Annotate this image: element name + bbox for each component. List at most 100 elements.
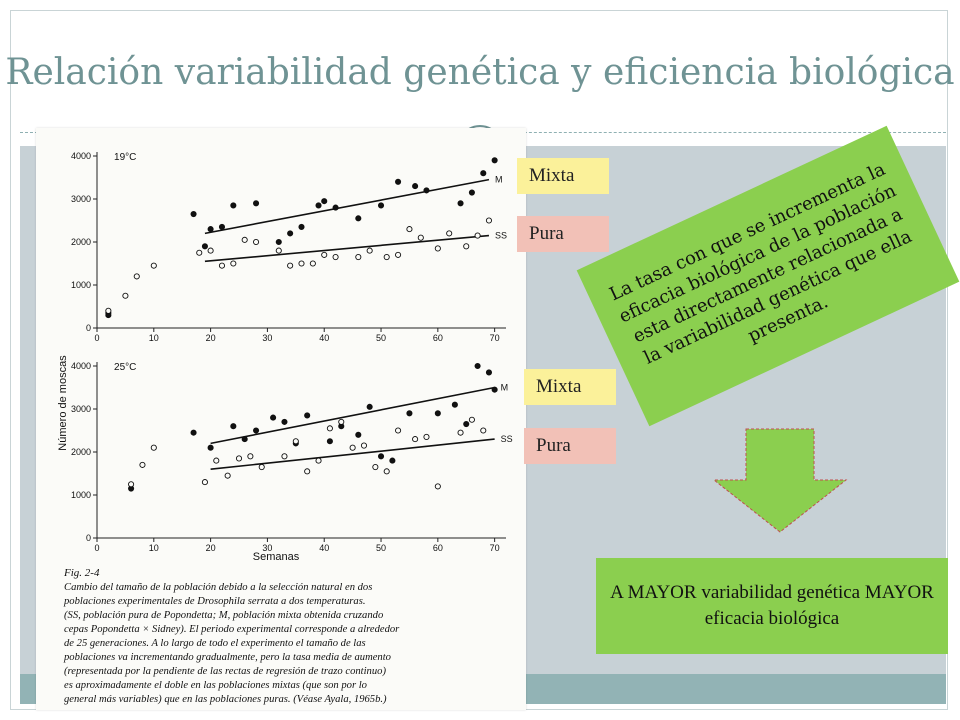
figure-label: Fig. 2-4 bbox=[63, 567, 100, 579]
data-point-ss bbox=[474, 232, 481, 239]
y-tick-label: 1000 bbox=[71, 280, 91, 290]
data-point-m bbox=[395, 178, 402, 185]
data-point-m bbox=[326, 438, 333, 445]
data-point-ss bbox=[213, 457, 220, 464]
data-point-m bbox=[287, 230, 294, 237]
data-point-m bbox=[190, 429, 197, 436]
y-tick-label: 0 bbox=[86, 533, 91, 543]
series-label-ss: SS bbox=[501, 434, 513, 444]
x-tick-label: 70 bbox=[490, 543, 500, 553]
data-point-m bbox=[270, 414, 277, 421]
data-point-ss bbox=[485, 217, 493, 224]
x-tick-label: 30 bbox=[262, 543, 272, 553]
y-axis-label: Número de moscas bbox=[57, 355, 69, 451]
data-point-m bbox=[423, 187, 430, 194]
data-point-ss bbox=[287, 262, 294, 269]
data-point-ss bbox=[446, 230, 453, 237]
data-point-m bbox=[253, 427, 260, 434]
data-point-ss bbox=[258, 463, 265, 471]
x-tick-label: 40 bbox=[319, 333, 329, 343]
x-tick-label: 0 bbox=[94, 543, 99, 553]
data-point-m bbox=[412, 183, 419, 190]
y-tick-label: 4000 bbox=[71, 361, 91, 371]
data-point-m bbox=[275, 238, 282, 246]
data-point-m bbox=[468, 189, 475, 196]
regression-line-ss bbox=[210, 438, 495, 470]
data-point-m bbox=[355, 431, 362, 438]
data-point-m bbox=[377, 202, 385, 209]
conclusion-text: A MAYOR variabilidad genética MAYOR efic… bbox=[610, 582, 934, 629]
data-point-m bbox=[218, 223, 226, 230]
x-tick-label: 30 bbox=[262, 333, 272, 343]
series-label-ss: SS bbox=[495, 231, 507, 241]
data-point-ss bbox=[230, 260, 237, 267]
data-point-ss bbox=[241, 236, 248, 243]
data-point-ss bbox=[395, 427, 402, 434]
data-point-m bbox=[230, 202, 237, 209]
data-point-m bbox=[298, 223, 305, 230]
data-point-m bbox=[355, 215, 362, 222]
data-point-ss bbox=[463, 243, 470, 250]
x-tick-label: 20 bbox=[206, 543, 216, 553]
data-point-m bbox=[485, 369, 493, 376]
pura-label-bottom: Pura bbox=[524, 428, 616, 464]
panel-19c: 0 1000 2000 3000 4000 0 10 20 30 40 50 60 70 19°C M SS bbox=[71, 151, 507, 343]
data-point-ss bbox=[338, 418, 345, 425]
data-point-ss bbox=[383, 254, 390, 261]
data-point-ss bbox=[434, 245, 441, 252]
data-point-m bbox=[451, 401, 458, 408]
regression-line-ss bbox=[204, 234, 490, 263]
scanned-figure: 0 1000 2000 3000 4000 0 10 20 30 40 50 60 70 19°C M SS … bbox=[36, 128, 526, 710]
data-point-m bbox=[332, 204, 339, 211]
data-point-ss bbox=[201, 479, 208, 486]
data-point-ss bbox=[383, 468, 390, 475]
data-point-ss bbox=[235, 455, 243, 462]
data-point-ss bbox=[139, 461, 146, 468]
x-tick-label: 10 bbox=[149, 543, 159, 553]
y-tick-label: 3000 bbox=[71, 194, 91, 204]
down-arrow-icon bbox=[712, 428, 848, 533]
caption-line: poblaciones experimentales de Drosophila… bbox=[63, 596, 366, 607]
data-point-m bbox=[207, 444, 214, 451]
data-point-ss bbox=[457, 429, 464, 436]
caption-line: de 25 generaciones. A lo largo de todo e… bbox=[64, 638, 366, 649]
data-point-ss bbox=[395, 251, 402, 258]
caption-line: poblaciones va incrementando gradualment… bbox=[63, 652, 391, 663]
data-point-m bbox=[230, 423, 237, 430]
caption-line: general más variables) que en las poblac… bbox=[64, 694, 387, 705]
y-tick-label: 3000 bbox=[71, 404, 91, 414]
conclusion-box: A MAYOR variabilidad genética MAYOR efic… bbox=[596, 558, 948, 654]
regression-line-m bbox=[204, 178, 490, 235]
data-point-m bbox=[190, 211, 197, 218]
data-point-ss bbox=[366, 247, 373, 254]
data-point-m bbox=[389, 457, 396, 464]
y-tick-label: 4000 bbox=[71, 151, 91, 161]
caption-line: Cambio del tamaño de la población debido… bbox=[64, 582, 372, 593]
data-point-m bbox=[434, 410, 441, 417]
data-point-m bbox=[457, 200, 464, 207]
x-tick-label: 0 bbox=[94, 333, 99, 343]
data-point-m bbox=[253, 200, 260, 207]
data-point-ss bbox=[412, 436, 419, 443]
data-point-ss bbox=[292, 438, 299, 445]
y-tick-label: 2000 bbox=[71, 237, 91, 247]
data-point-m bbox=[315, 202, 322, 209]
x-tick-label: 20 bbox=[206, 333, 216, 343]
y-tick-label: 0 bbox=[86, 323, 91, 333]
data-point-ss bbox=[372, 463, 379, 471]
data-point-m bbox=[474, 362, 481, 370]
data-point-m bbox=[406, 410, 413, 417]
y-tick-label: 1000 bbox=[71, 490, 91, 500]
x-tick-label: 60 bbox=[433, 333, 443, 343]
data-point-m bbox=[321, 198, 328, 205]
pura-label-top: Pura bbox=[517, 216, 609, 252]
data-point-m bbox=[491, 386, 498, 393]
caption-line: cepas Popondetta × Sidney). El periodo e… bbox=[64, 624, 400, 635]
data-point-ss bbox=[218, 262, 226, 269]
mixta-label-bottom: Mixta bbox=[524, 369, 616, 405]
data-point-ss bbox=[349, 444, 356, 451]
data-point-m bbox=[480, 170, 487, 177]
data-point-ss bbox=[326, 425, 333, 432]
data-point-ss bbox=[275, 247, 282, 254]
